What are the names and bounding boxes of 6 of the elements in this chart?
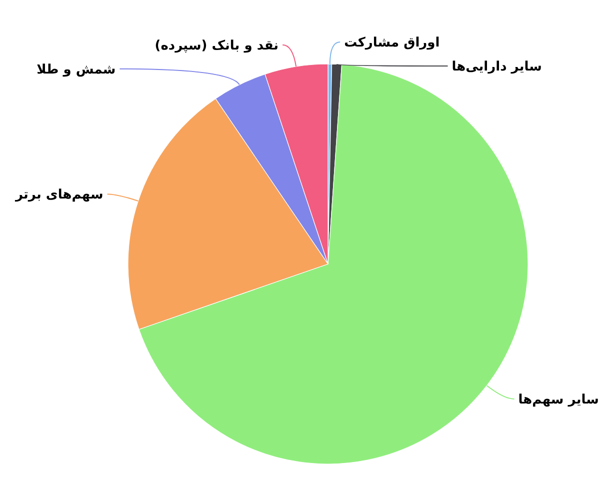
slice-label: سایر سهم‌ها: [518, 392, 599, 408]
slice-label: اوراق مشارکت: [344, 36, 440, 51]
slice-label: سایر دارایی‌ها: [452, 60, 542, 75]
slice-label: شمش و طلا: [36, 62, 116, 78]
slice-label: نقد و بانک (سپرده): [154, 38, 279, 54]
slice-label: سهم‌های برتر: [14, 188, 104, 203]
